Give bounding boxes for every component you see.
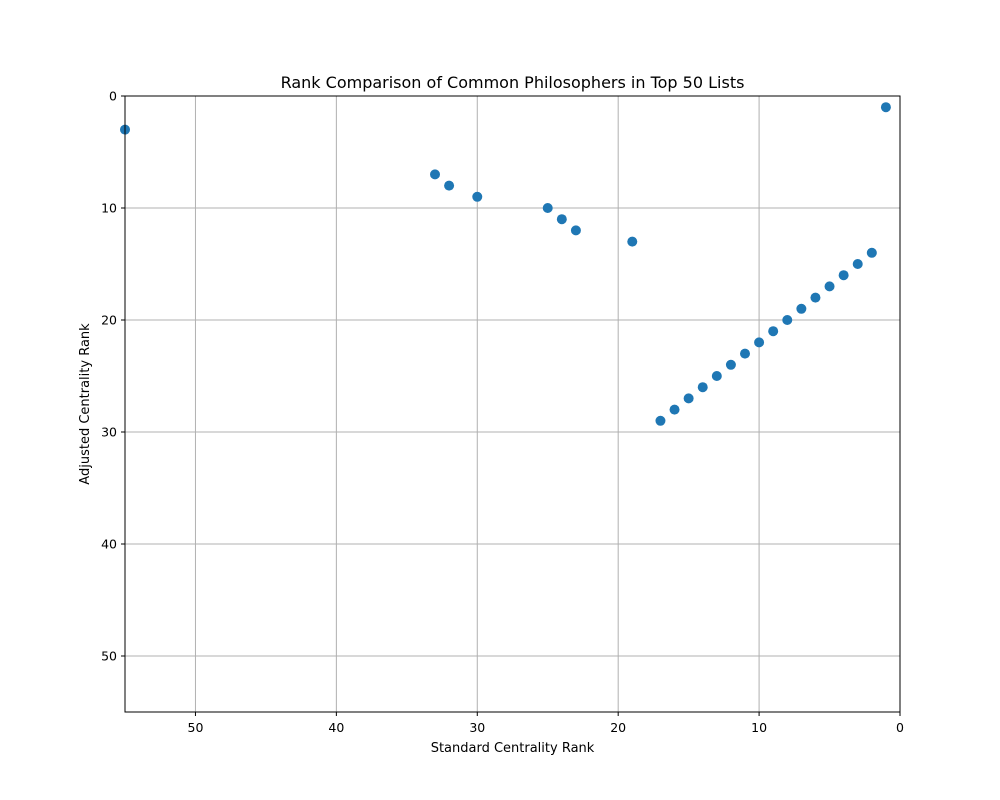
data-point [444, 180, 455, 191]
data-point [669, 404, 680, 415]
data-point [838, 270, 849, 281]
data-point [430, 169, 440, 180]
data-point [683, 393, 694, 404]
x-tick-label: 0 [896, 720, 904, 735]
x-axis-label: Standard Centrality Rank [431, 741, 595, 756]
data-point [740, 348, 750, 359]
grid-lines [125, 95, 901, 712]
chart-title: Rank Comparison of Common Philosophers i… [281, 73, 745, 92]
y-tick-label: 20 [101, 313, 117, 328]
y-axis-label: Adjusted Centrality Rank [78, 323, 93, 485]
data-point [768, 326, 779, 337]
axis-ticks: 50 40 30 20 10 0 0 10 20 30 40 50 [101, 89, 904, 736]
data-point [556, 214, 567, 225]
data-point [754, 337, 765, 348]
data-points [120, 102, 891, 426]
x-tick-label: 50 [188, 720, 204, 735]
data-point [824, 281, 835, 292]
data-point [866, 247, 877, 258]
y-tick-label: 10 [101, 201, 117, 216]
y-tick-label: 40 [101, 537, 117, 552]
data-point [711, 371, 722, 381]
x-tick-label: 10 [751, 720, 767, 735]
data-point [542, 203, 553, 213]
x-tick-label: 20 [610, 720, 626, 735]
x-tick-label: 40 [328, 720, 344, 735]
y-tick-label: 50 [101, 649, 117, 664]
data-point [725, 359, 736, 370]
data-point [852, 259, 863, 269]
data-point [472, 191, 483, 202]
data-point [782, 315, 793, 325]
data-point [697, 382, 708, 393]
y-tick-label: 30 [101, 425, 117, 440]
data-point [655, 415, 666, 426]
plot-frame [124, 95, 901, 713]
x-tick-label: 30 [469, 720, 485, 735]
data-point [627, 236, 638, 247]
data-point [810, 292, 821, 303]
data-point [796, 303, 807, 314]
data-point [880, 102, 891, 113]
y-tick-label: 0 [109, 89, 117, 104]
data-point [570, 225, 581, 236]
